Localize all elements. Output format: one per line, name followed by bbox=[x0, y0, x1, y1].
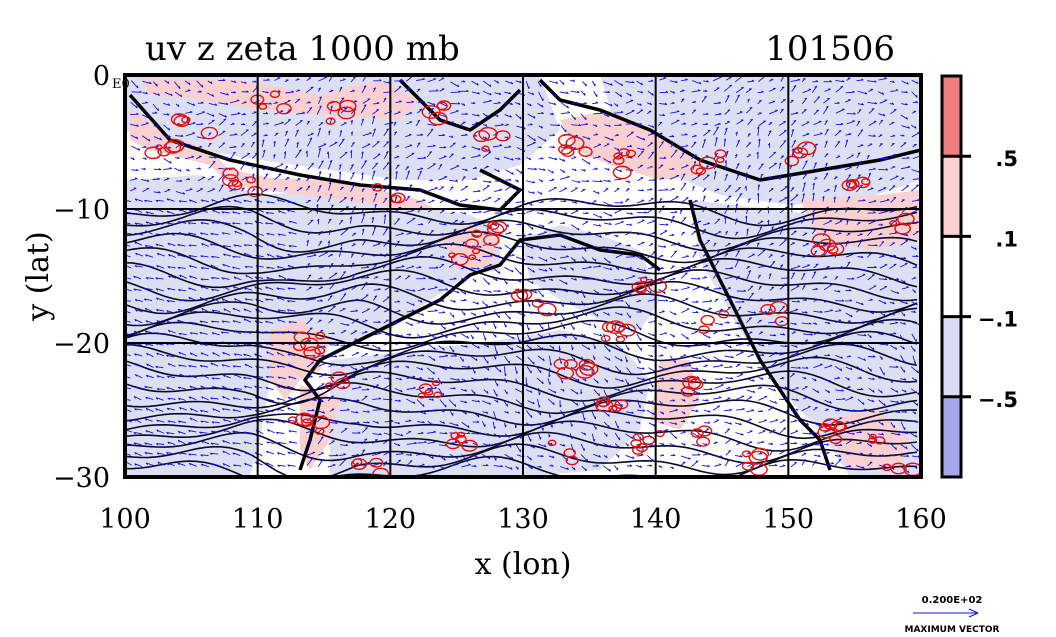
colorbar-bin bbox=[942, 156, 961, 237]
x-axis-label: x (lon) bbox=[475, 547, 572, 582]
chart-title: uv z zeta 1000 mb bbox=[145, 29, 460, 69]
coastline-contour bbox=[398, 78, 522, 132]
negative-region-west bbox=[125, 175, 500, 477]
corner-label: E0 bbox=[112, 77, 130, 92]
coastline-contour bbox=[688, 199, 832, 471]
y-tick-label: −10 bbox=[53, 195, 110, 226]
plot-grid bbox=[125, 75, 921, 477]
date-label: 101506 bbox=[765, 29, 895, 69]
positive-region-south-bight bbox=[300, 385, 340, 470]
x-axis-ticks: 100 110 120 130 140 150 160 bbox=[99, 504, 947, 535]
colorbar-level-label: .5 bbox=[995, 147, 1018, 171]
colorbar-bin bbox=[942, 396, 961, 477]
positive-region-java bbox=[210, 165, 440, 212]
vector-key-label: MAXIMUM VECTOR bbox=[904, 625, 999, 635]
positive-region-north-strip bbox=[140, 78, 420, 120]
y-tick-label: −30 bbox=[53, 463, 110, 494]
plot-frame bbox=[123, 73, 923, 479]
x-tick-label: 140 bbox=[630, 504, 682, 535]
x-tick-label: 100 bbox=[99, 504, 151, 535]
colorbar-level-label: .1 bbox=[995, 227, 1018, 251]
colorbar-frame bbox=[940, 74, 963, 479]
vector-key: 0.200E+02 MAXIMUM VECTOR bbox=[904, 595, 999, 635]
y-axis-ticks: 0 −10 −20 −30 bbox=[53, 61, 110, 494]
colorbar-bin bbox=[942, 76, 961, 157]
x-tick-label: 110 bbox=[232, 504, 284, 535]
x-tick-label: 150 bbox=[763, 504, 815, 535]
colorbar-bin bbox=[942, 316, 961, 397]
x-tick-label: 130 bbox=[497, 504, 549, 535]
colorbar-level-label: −.1 bbox=[978, 308, 1018, 332]
colorbar-level-label: −.5 bbox=[978, 388, 1018, 412]
colorbar: .5 .1 −.1 −.5 bbox=[940, 74, 1018, 479]
y-tick-label: −20 bbox=[53, 329, 110, 360]
colorbar-bin bbox=[942, 236, 961, 317]
vector-key-magnitude: 0.200E+02 bbox=[922, 595, 983, 606]
height-contour-line bbox=[125, 455, 918, 477]
coastline-contour bbox=[298, 233, 662, 471]
y-tick-label: 0 bbox=[93, 61, 110, 92]
y-axis-label: y (lat) bbox=[21, 231, 56, 321]
x-tick-label: 160 bbox=[895, 504, 947, 535]
x-tick-label: 120 bbox=[365, 504, 417, 535]
vector-key-arrowhead bbox=[968, 608, 979, 618]
